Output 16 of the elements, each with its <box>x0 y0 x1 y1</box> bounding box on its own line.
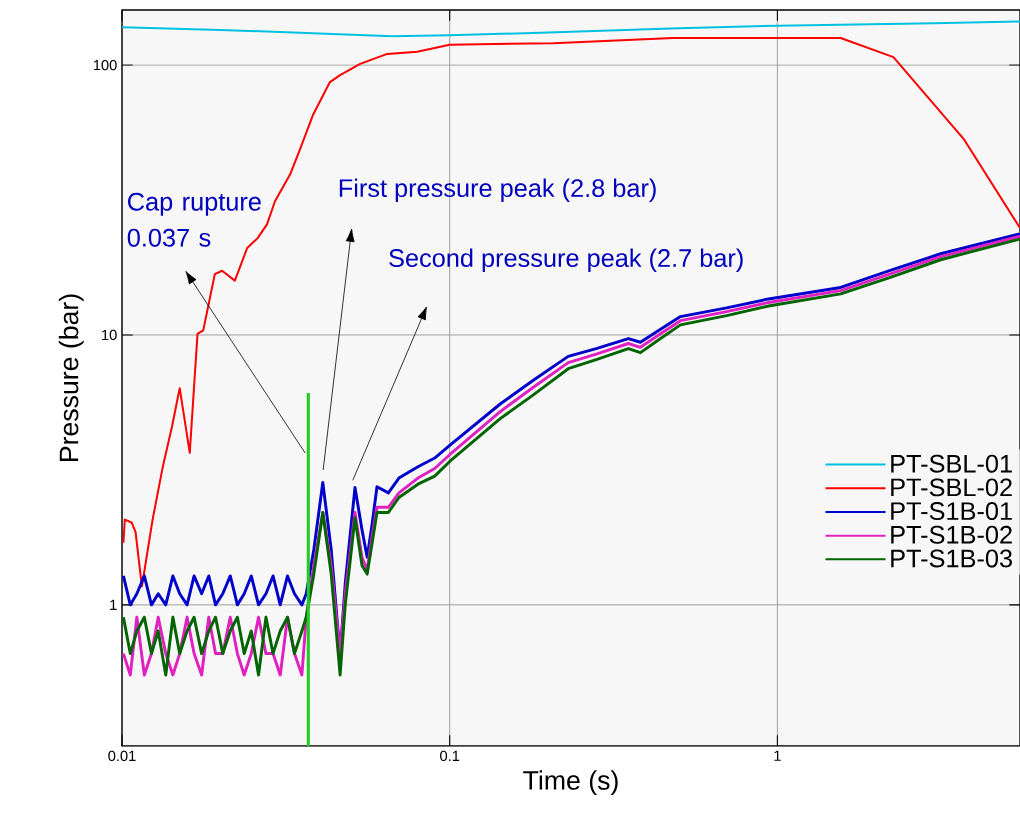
legend-label: PT-SBL-01 <box>891 454 1012 473</box>
legend-label: PT-S1B-02 <box>891 525 1012 544</box>
y-tick-label: 1 <box>110 599 117 610</box>
legend-label: PT-S1B-03 <box>891 549 1012 568</box>
y-axis-title: Pressure (bar) <box>58 294 84 462</box>
x-axis-title: Time (s) <box>523 770 618 796</box>
x-tick-label: 1 <box>774 750 781 761</box>
x-tick-label: 0.1 <box>440 750 460 762</box>
annotation: Second pressure peak (2.7 bar) <box>389 248 743 273</box>
x-tick-label: 0.01 <box>108 750 136 762</box>
legend-label: PT-S1B-01 <box>891 502 1012 521</box>
annotation: First pressure peak (2.8 bar) <box>339 178 656 203</box>
legend-label: PT-SBL-02 <box>891 478 1012 497</box>
y-tick-label: 100 <box>93 59 117 71</box>
annotation: Cap rupture 0.037 s <box>127 192 261 247</box>
y-tick-label: 10 <box>102 329 117 341</box>
